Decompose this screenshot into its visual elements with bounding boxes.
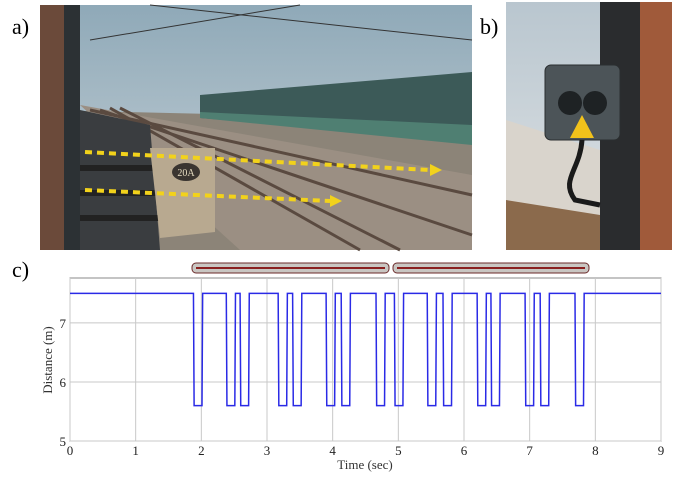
- sign-text: 20A: [177, 168, 195, 179]
- x-tick-label: 0: [67, 443, 74, 458]
- photo-a: 20A: [40, 4, 473, 252]
- panel-label: b): [480, 14, 498, 39]
- x-tick-label: 2: [198, 443, 205, 458]
- y-tick-label: 5: [60, 434, 67, 449]
- x-tick-label: 4: [329, 443, 336, 458]
- y-tick-label: 6: [60, 375, 67, 390]
- x-tick-label: 6: [461, 443, 468, 458]
- data-line: [70, 292, 661, 407]
- panel-label: c): [12, 257, 29, 282]
- plot-area: [69, 277, 662, 442]
- y-axis-label: Distance (m): [40, 326, 55, 394]
- x-tick-label: 5: [395, 443, 402, 458]
- x-tick-label: 1: [132, 443, 139, 458]
- x-tick-label: 9: [658, 443, 665, 458]
- x-tick-label: 3: [264, 443, 271, 458]
- train-icon: [191, 262, 590, 274]
- y-tick-label: 7: [60, 316, 67, 331]
- photo-b: [506, 2, 672, 250]
- x-axis-label: Time (sec): [337, 457, 393, 472]
- x-tick-label: 7: [526, 443, 533, 458]
- x-tick-label: 8: [592, 443, 599, 458]
- panel-label: a): [12, 14, 29, 39]
